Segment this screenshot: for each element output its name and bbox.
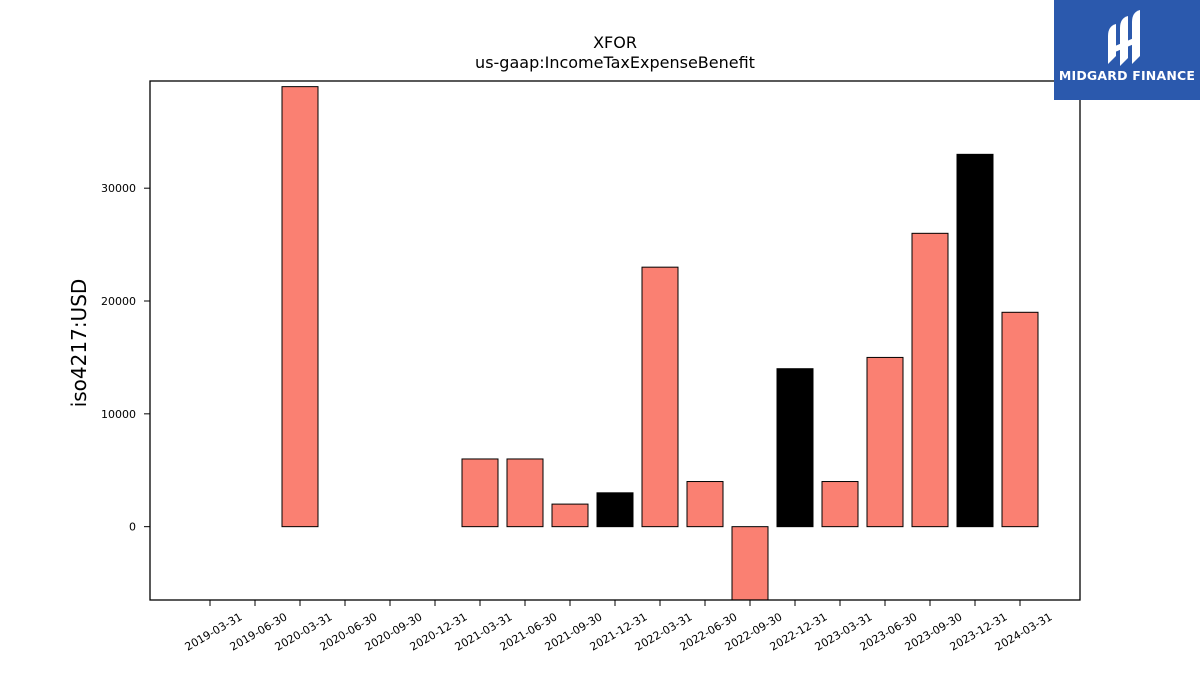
bar-2022-09-30 <box>731 526 769 601</box>
bar-2024-03-31 <box>1001 311 1039 528</box>
chart-title: XFOR <box>593 33 637 52</box>
bar-2023-09-30 <box>911 232 949 528</box>
logo-text: MIDGARD FINANCE <box>1058 68 1196 83</box>
bar-2021-06-30 <box>506 458 544 528</box>
y-tick-label: 0 <box>129 521 136 534</box>
bars-group <box>281 86 1039 601</box>
x-axis-ticks: 2019-03-312019-06-302020-03-312020-06-30… <box>183 600 1055 654</box>
y-tick-label: 10000 <box>101 408 136 421</box>
bar-2021-03-31 <box>461 458 499 528</box>
bar-2022-06-30 <box>686 481 724 528</box>
bar-2023-03-31 <box>821 481 859 528</box>
bar-2023-06-30 <box>866 356 904 528</box>
midgard-logo-icon <box>1108 10 1140 66</box>
y-axis-label: iso4217:USD <box>67 279 91 408</box>
bar-2023-12-31 <box>956 153 994 528</box>
plot-frame <box>149 80 1081 601</box>
midgard-finance-logo: MIDGARD FINANCE <box>1054 0 1200 100</box>
bar-2021-12-31 <box>596 492 634 528</box>
bar-2021-09-30 <box>551 503 589 528</box>
bar-2020-03-31 <box>281 86 319 528</box>
chart-subtitle: us-gaap:IncomeTaxExpenseBenefit <box>475 53 755 72</box>
y-tick-label: 30000 <box>101 182 136 195</box>
bar-2022-12-31 <box>776 368 814 528</box>
bar-2022-03-31 <box>641 266 679 528</box>
y-axis-ticks: 0 10000 20000 30000 <box>101 182 150 534</box>
y-tick-label: 20000 <box>101 295 136 308</box>
